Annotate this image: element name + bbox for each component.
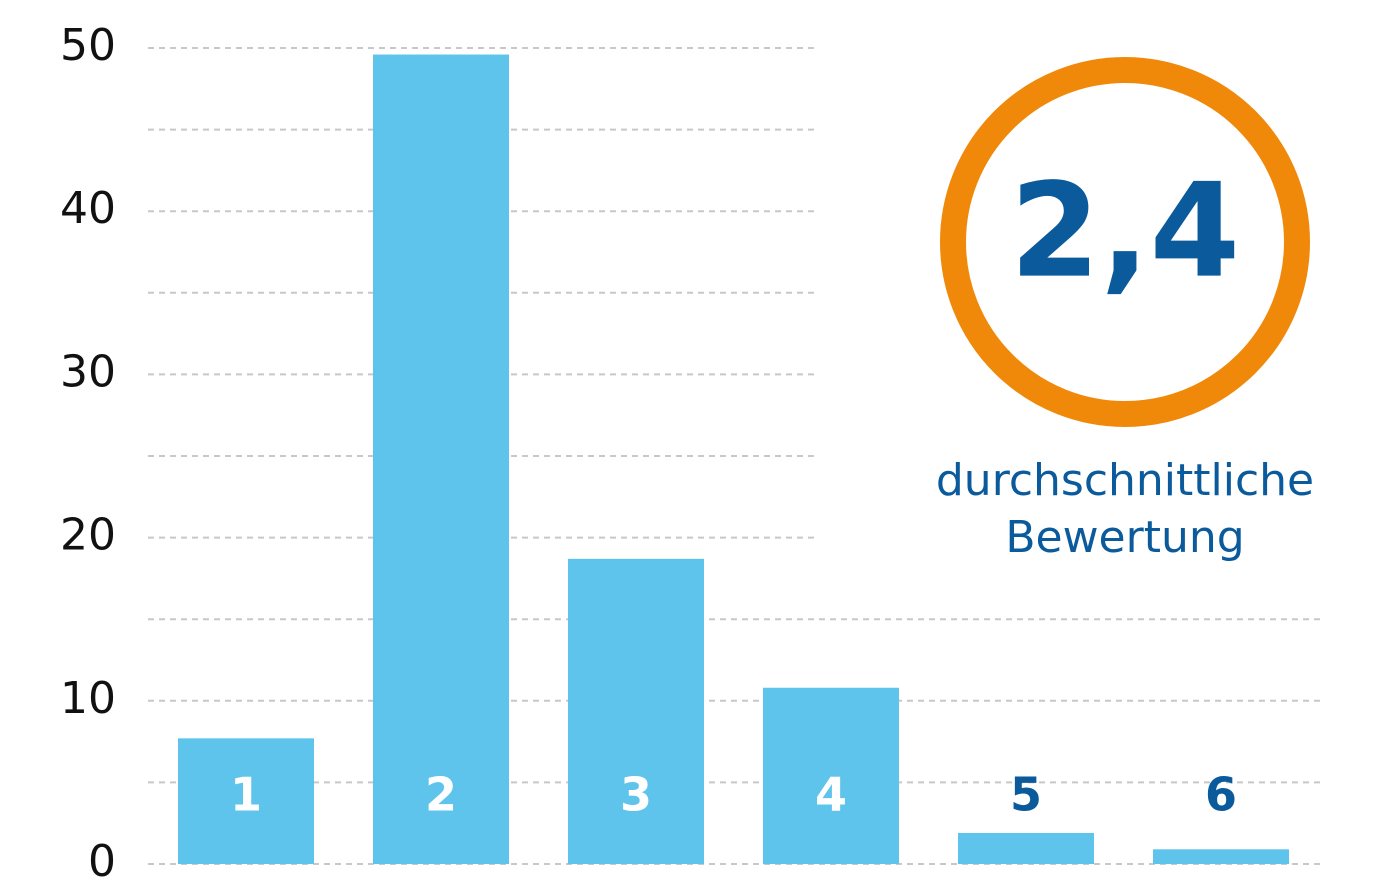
y-tick-label: 20 [60,510,116,561]
category-label: 2 [425,768,457,822]
category-label: 6 [1205,768,1237,822]
y-tick-label: 30 [60,346,116,397]
average-rating: 2,4 [1010,155,1240,307]
bar [958,832,1094,864]
category-label: 4 [815,768,847,822]
y-tick-label: 10 [60,673,116,724]
bar [178,738,314,864]
bar [763,687,899,864]
rating-caption: Bewertung [1005,512,1244,563]
category-label: 5 [1010,768,1042,822]
rating-ring [940,57,1310,427]
y-tick-label: 40 [60,183,116,234]
category-label: 3 [620,768,652,822]
rating-caption: durchschnittliche [936,455,1314,506]
y-tick-label: 0 [88,836,116,885]
bar [373,54,509,864]
category-label: 1 [230,768,262,822]
bar [568,558,704,864]
bar [1153,849,1289,864]
y-tick-label: 50 [60,20,116,71]
